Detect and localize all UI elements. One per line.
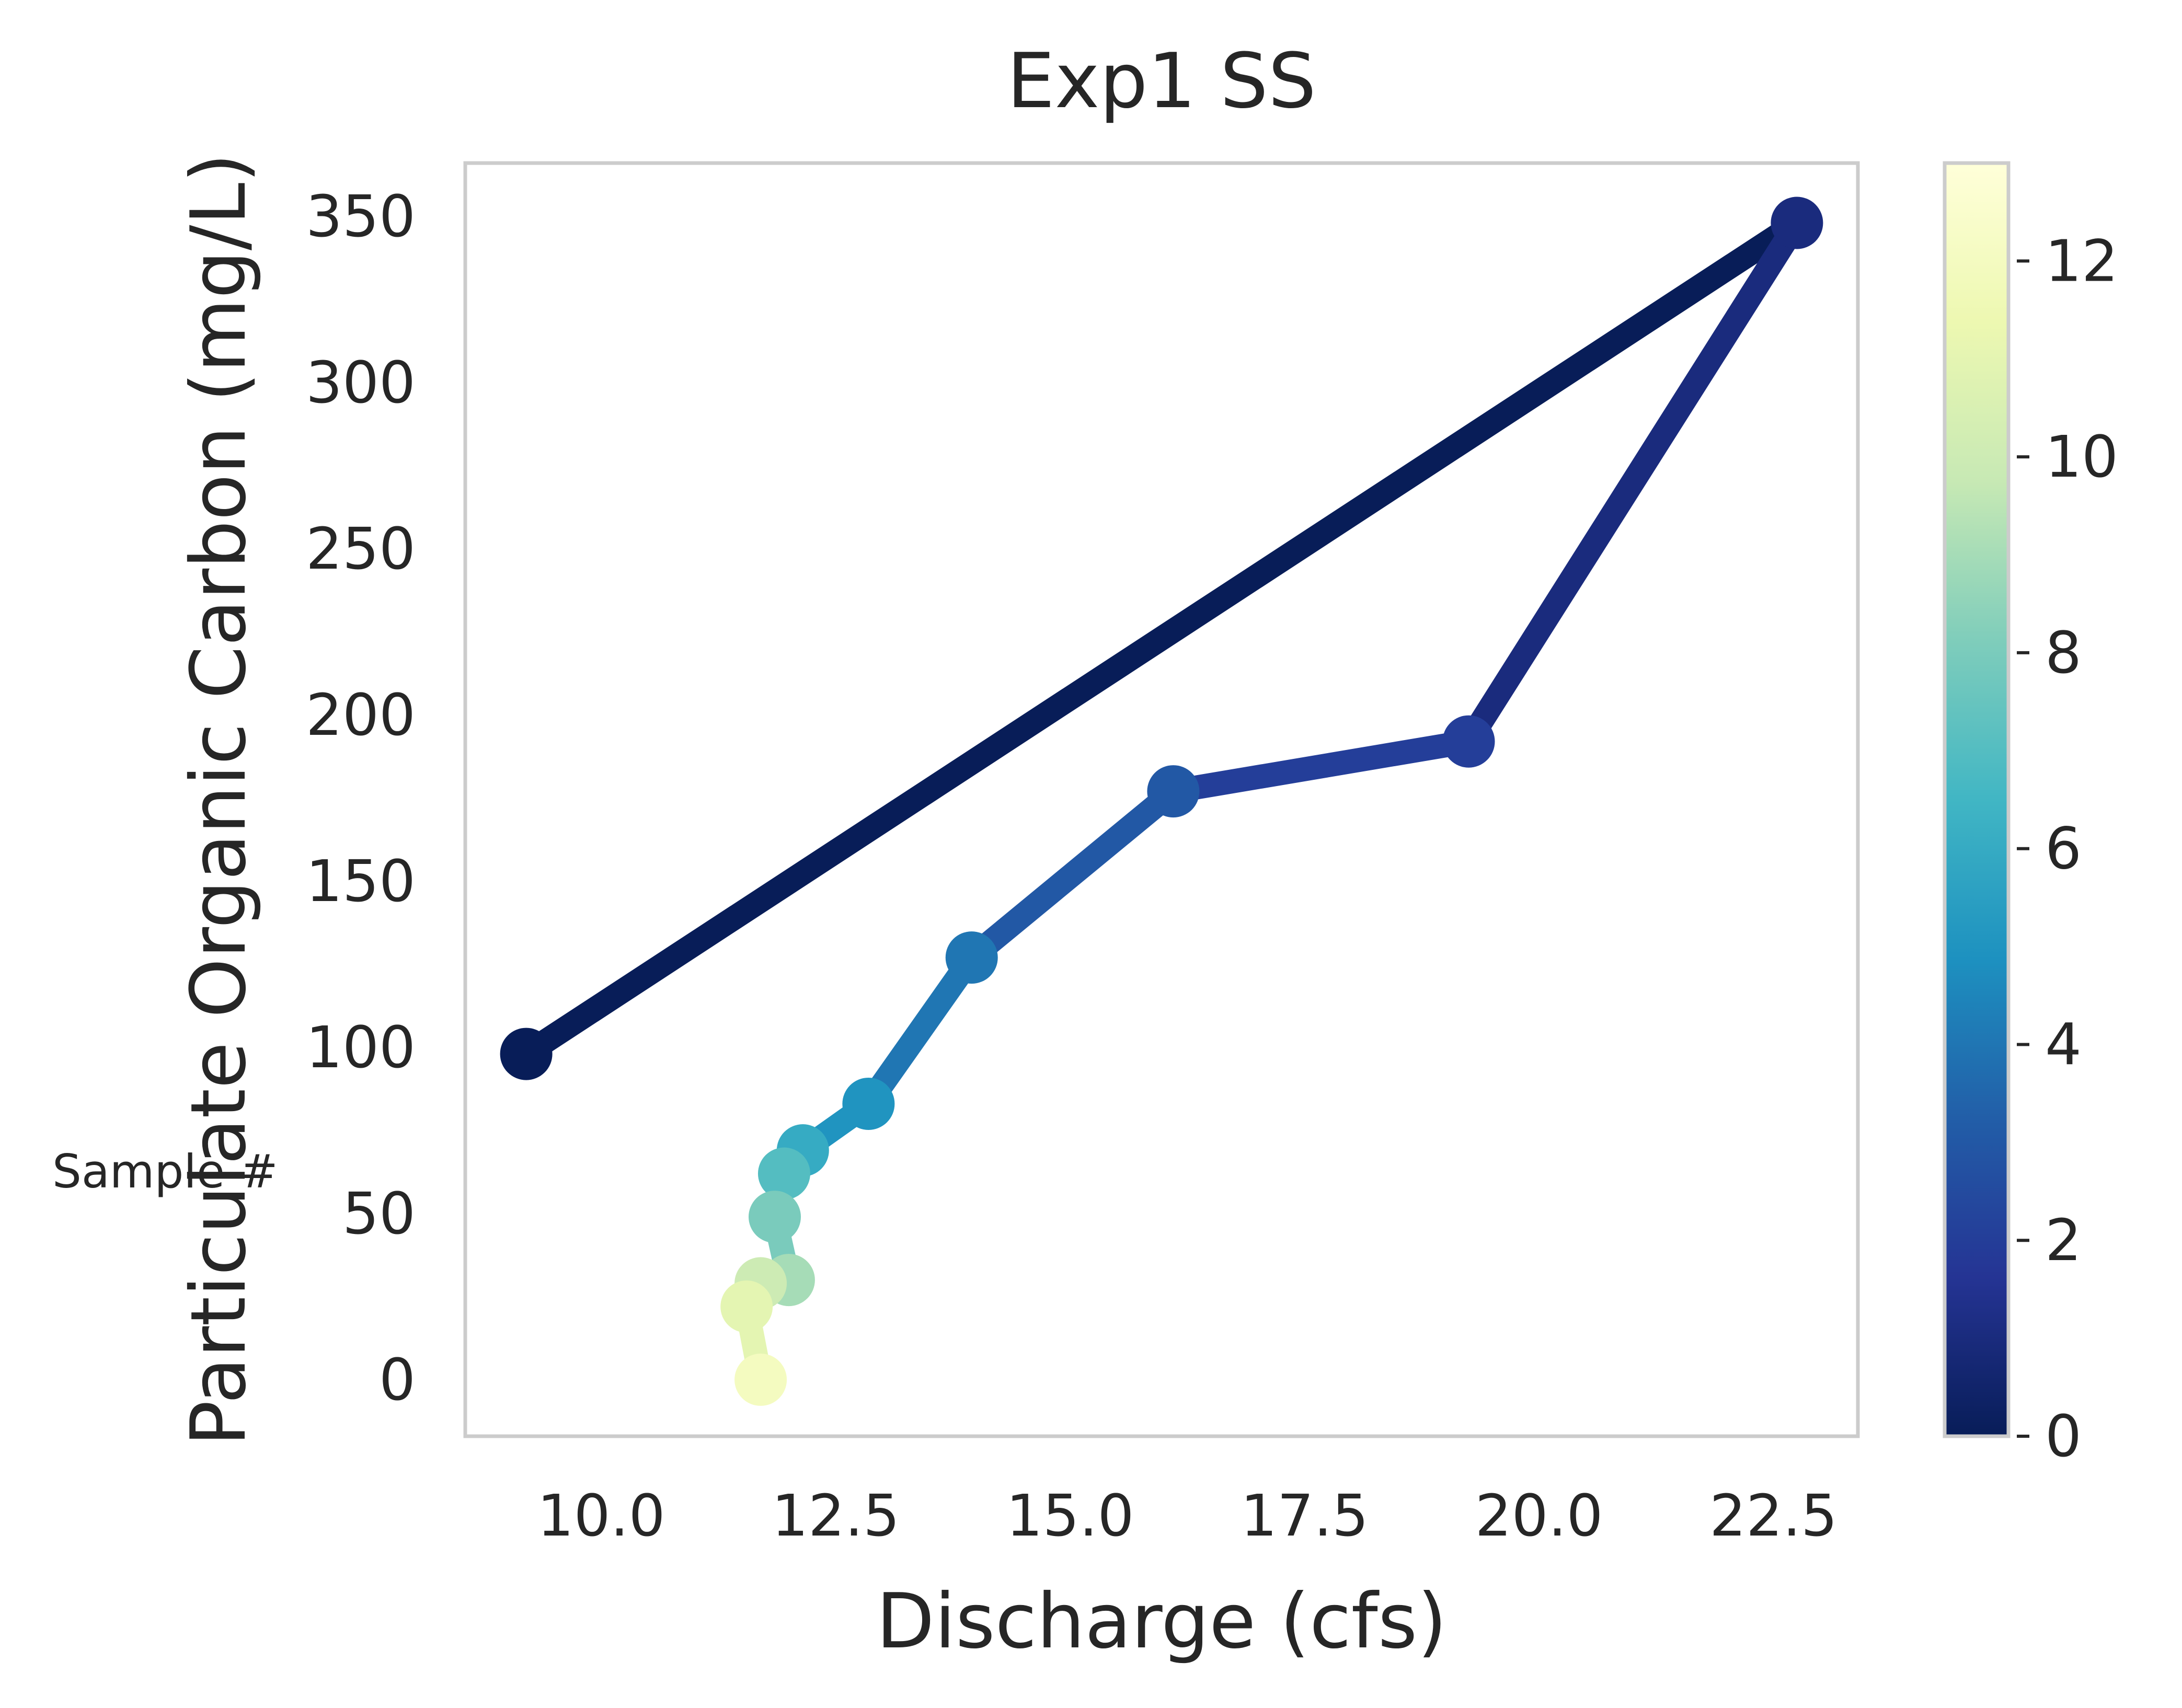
- y-tick-label: 50: [342, 1180, 416, 1247]
- colorbar-ticks: 0 2 4 6 8 10 12: [2017, 227, 2118, 1470]
- data-point: [720, 1280, 773, 1333]
- y-axis-ticks: 0 50 100 150 200 250 300 350: [306, 183, 416, 1413]
- series-segment: [514, 211, 1809, 1066]
- x-tick-label: 20.0: [1475, 1482, 1603, 1549]
- y-tick-label: 350: [306, 183, 416, 250]
- x-tick-label: 17.5: [1241, 1482, 1369, 1549]
- y-tick-label: 200: [306, 682, 416, 748]
- x-tick-label: 22.5: [1709, 1482, 1838, 1549]
- colorbar-tick-label: 10: [2045, 423, 2118, 490]
- x-axis-ticks: 10.0 12.5 15.0 17.5 20.0 22.5: [537, 1482, 1838, 1549]
- x-tick-label: 15.0: [1006, 1482, 1134, 1549]
- data-point: [1442, 715, 1495, 768]
- data-point: [1771, 197, 1823, 249]
- chart-title: Exp1 SS: [1007, 37, 1316, 125]
- y-axis-label: Particulate Organic Carbon (mg/L): [175, 153, 263, 1446]
- data-point: [842, 1077, 895, 1130]
- colorbar-tick-label: 0: [2045, 1403, 2082, 1470]
- colorbar-label: Sample #: [52, 1145, 278, 1198]
- data-point: [734, 1353, 787, 1406]
- series-segment: [856, 945, 984, 1116]
- colorbar: [1943, 161, 2011, 1438]
- data-point: [757, 1147, 810, 1200]
- x-tick-label: 12.5: [772, 1482, 900, 1549]
- y-tick-label: 300: [306, 349, 416, 416]
- colorbar-tick-label: 12: [2045, 227, 2118, 294]
- y-tick-label: 250: [306, 515, 416, 582]
- series-segment: [1456, 211, 1809, 754]
- y-tick-label: 100: [306, 1014, 416, 1081]
- series-points: [500, 197, 1823, 1406]
- series-segment: [959, 779, 1186, 970]
- colorbar-tick-label: 8: [2045, 619, 2082, 686]
- data-point: [1147, 765, 1200, 818]
- data-point: [749, 1191, 801, 1243]
- data-point: [945, 931, 998, 984]
- series-segment: [1161, 729, 1481, 804]
- y-tick-label: 0: [379, 1346, 416, 1413]
- x-axis-label: Discharge (cfs): [876, 1577, 1447, 1666]
- colorbar-tick-label: 6: [2045, 815, 2082, 882]
- x-tick-label: 10.0: [537, 1482, 665, 1549]
- colorbar-tick-label: 4: [2045, 1011, 2082, 1078]
- colorbar-tick-label: 2: [2045, 1207, 2082, 1274]
- y-tick-label: 150: [306, 848, 416, 915]
- data-point: [500, 1028, 553, 1080]
